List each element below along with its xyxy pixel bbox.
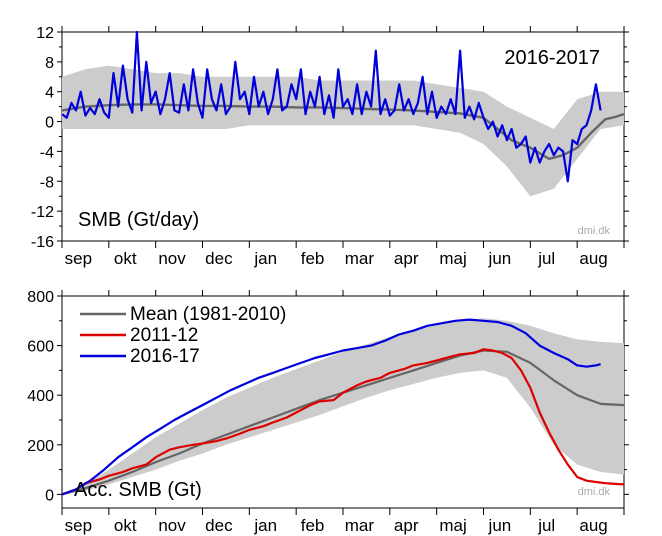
top-xtick-label-sep: sep <box>65 249 92 268</box>
bottom-ytick-label: 200 <box>27 438 54 455</box>
bottom-watermark: dmi.dk <box>578 486 611 498</box>
bottom-xtick-label-jan: jan <box>253 516 277 535</box>
top-series-line-current <box>61 30 602 183</box>
bottom-xtick-label-okt: okt <box>114 516 137 535</box>
bottom-xtick-label-mar: mar <box>345 516 375 535</box>
top-xtick-label-jul: jul <box>537 249 555 268</box>
daily-smb-panel: 12 8 4 0 -4 -8 -12 -16 sep okt nov dec jan feb mar apr m… <box>31 25 629 268</box>
bottom-xtick-label-apr: apr <box>394 516 419 535</box>
top-ytick-label: 8 <box>45 55 54 72</box>
top-ytick-label: 12 <box>36 25 54 42</box>
top-xtick-label-dec: dec <box>205 249 233 268</box>
top-variability-band <box>62 65 624 197</box>
bottom-variability-band <box>62 318 624 495</box>
bottom-xtick-label-dec: dec <box>205 516 233 535</box>
bottom-series-group <box>61 318 625 496</box>
legend-label-2016-17: 2016-17 <box>130 346 200 367</box>
top-xtick-label-mar: mar <box>345 249 375 268</box>
top-xtick-label-jun: jun <box>488 249 512 268</box>
top-ytick-label: -12 <box>31 204 54 221</box>
top-ytick-label: -16 <box>31 234 54 251</box>
bottom-series-line-2011-12 <box>61 348 625 496</box>
top-ytick-label: -4 <box>40 144 54 161</box>
year-label: 2016-2017 <box>504 47 600 69</box>
top-xtick-label-nov: nov <box>158 249 186 268</box>
top-ytick-label: 4 <box>45 85 54 102</box>
top-xtick-label-apr: apr <box>394 249 419 268</box>
bottom-ytick-label: 0 <box>45 487 54 504</box>
bottom-series-line-2016-17 <box>61 318 601 496</box>
top-xtick-label-jan: jan <box>253 249 277 268</box>
bottom-ytick-label: 600 <box>27 339 54 356</box>
top-series-group <box>61 30 625 183</box>
bottom-xtick-label-aug: aug <box>579 516 607 535</box>
bottom-ytick-label: 400 <box>27 388 54 405</box>
bottom-xtick-label-maj: maj <box>439 516 466 535</box>
bottom-ytick-label: 800 <box>27 289 54 306</box>
bottom-axes: 800 600 400 200 0 sep okt nov dec jan feb mar apr maj… <box>27 289 629 535</box>
top-xtick-label-aug: aug <box>579 249 607 268</box>
bottom-xtick-label-sep: sep <box>65 516 92 535</box>
bottom-xtick-label-feb: feb <box>301 516 325 535</box>
top-series-line-mean <box>61 103 625 161</box>
top-panel-label: SMB (Gt/day) <box>78 209 199 231</box>
bottom-panel-label: Acc. SMB (Gt) <box>74 479 202 501</box>
accumulated-smb-panel: 800 600 400 200 0 sep okt nov dec jan feb mar apr maj… <box>27 289 629 535</box>
bottom-band-area <box>62 318 624 495</box>
legend-label-mean: Mean (1981-2010) <box>130 304 286 325</box>
top-band-area <box>62 65 624 197</box>
bottom-xtick-label-jun: jun <box>488 516 512 535</box>
bottom-xtick-label-nov: nov <box>158 516 186 535</box>
top-xtick-label-maj: maj <box>439 249 466 268</box>
bottom-xtick-label-jul: jul <box>537 516 555 535</box>
top-axes: 12 8 4 0 -4 -8 -12 -16 sep okt nov dec jan feb mar apr m… <box>31 25 629 268</box>
top-watermark: dmi.dk <box>578 225 611 237</box>
top-ytick-label: 0 <box>45 115 54 132</box>
top-xtick-label-okt: okt <box>114 249 137 268</box>
legend-label-2011-12: 2011-12 <box>130 325 198 346</box>
top-ytick-label: -8 <box>40 174 54 191</box>
top-xtick-label-feb: feb <box>301 249 325 268</box>
legend: Mean (1981-2010) 2011-12 2016-17 <box>80 304 286 367</box>
